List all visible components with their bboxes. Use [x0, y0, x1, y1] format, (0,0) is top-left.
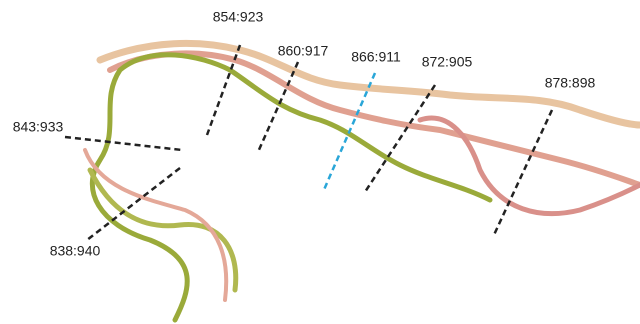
- pair-label: 838:940: [50, 243, 101, 259]
- dash-line: [493, 110, 552, 237]
- pair-label: 860:917: [278, 43, 329, 59]
- dash-line: [65, 137, 182, 150]
- rna-structure-figure: 854:923 860:917 866:911 872:905 878:898 …: [0, 0, 640, 324]
- pair-label: 843:933: [13, 119, 64, 135]
- pair-label: 854:923: [213, 9, 264, 25]
- pair-label: 866:911: [351, 49, 401, 65]
- pair-label: 878:898: [545, 75, 596, 91]
- pair-label: 872:905: [422, 54, 473, 70]
- ribbon-green-loop: [90, 170, 236, 290]
